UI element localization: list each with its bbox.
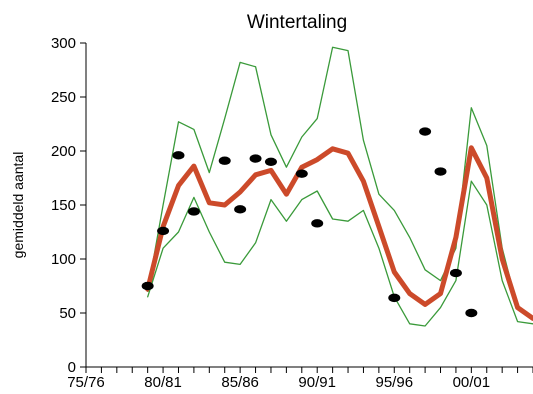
observed-point <box>187 207 200 216</box>
x-tick-label: 00/01 <box>453 374 491 391</box>
plot-area: 0 50 100 150 200 250 300 75/76 80/81 85/86 90/91 95… <box>51 35 533 391</box>
y-tick-label: 50 <box>59 305 76 322</box>
observed-point <box>388 293 401 303</box>
y-tick-label: 250 <box>51 89 76 106</box>
x-tick-label: 85/86 <box>221 374 259 391</box>
observed-point <box>419 127 432 136</box>
x-tick-label: 80/81 <box>144 374 182 391</box>
x-tick-label: 75/76 <box>67 374 105 391</box>
y-axis-label: gemiddeld aantal <box>10 152 26 259</box>
y-tick-label: 200 <box>51 143 76 160</box>
observed-point <box>264 157 277 166</box>
series-line-lower <box>147 180 533 327</box>
x-tick-label: 90/91 <box>298 374 336 391</box>
y-tick-label: 100 <box>51 251 76 268</box>
observed-point <box>311 219 324 228</box>
observed-point <box>172 151 185 160</box>
chart-title: Wintertaling <box>247 12 347 33</box>
series-line-trend <box>145 145 533 321</box>
observed-point <box>234 205 247 214</box>
observed-point <box>449 268 462 278</box>
observed-point <box>295 169 308 178</box>
y-tick-label: 0 <box>68 359 76 376</box>
observed-point <box>157 226 170 236</box>
y-tick-label: 300 <box>51 35 76 52</box>
observed-point <box>465 308 478 318</box>
observed-point <box>434 167 447 176</box>
series-line-upper <box>147 46 533 320</box>
x-tick-label: 95/96 <box>376 374 414 391</box>
observed-point <box>249 154 262 163</box>
observed-point <box>218 156 231 165</box>
observed-point <box>141 281 154 291</box>
y-tick-label: 150 <box>51 197 76 214</box>
